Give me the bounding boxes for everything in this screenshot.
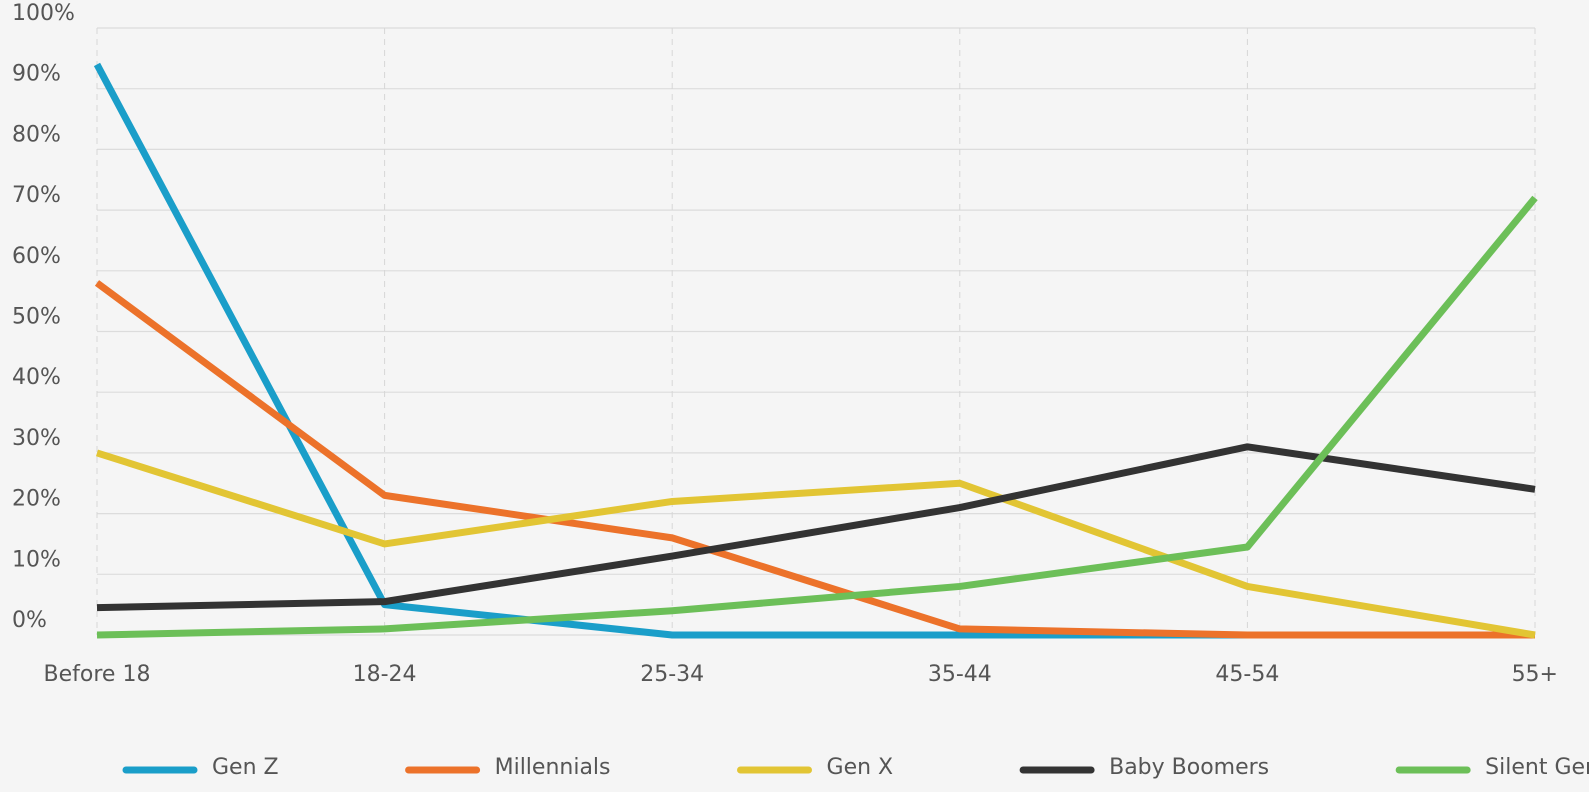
legend-label: Baby Boomers (1109, 755, 1269, 780)
x-tick-label: 45-54 (1215, 662, 1279, 687)
y-tick-label: 40% (12, 365, 61, 390)
y-tick-label: 30% (12, 426, 61, 451)
legend-label: Silent Generation (1485, 755, 1589, 780)
x-tick-label: 18-24 (353, 662, 417, 687)
x-tick-label: 35-44 (928, 662, 992, 687)
legend-label: Gen Z (212, 755, 279, 780)
y-tick-label: 90% (12, 62, 61, 87)
y-tick-label: 20% (12, 487, 61, 512)
y-tick-label: 60% (12, 244, 61, 269)
legend-label: Millennials (495, 755, 611, 780)
y-tick-label: 80% (12, 122, 61, 147)
y-tick-label: 70% (12, 183, 61, 208)
legend-label: Gen X (827, 755, 894, 780)
y-tick-label: 10% (12, 547, 61, 572)
y-tick-label: 50% (12, 305, 61, 330)
x-tick-label: 25-34 (640, 662, 704, 687)
series-line (96, 443, 1536, 612)
series-line (95, 449, 1536, 639)
series-line (96, 195, 1538, 639)
y-tick-label: 100% (12, 1, 75, 26)
series-line (94, 280, 1535, 639)
y-tick-label: 0% (12, 608, 47, 633)
series-line (93, 62, 1535, 639)
x-tick-label: Before 18 (44, 662, 151, 687)
x-tick-label: 55+ (1512, 662, 1558, 687)
